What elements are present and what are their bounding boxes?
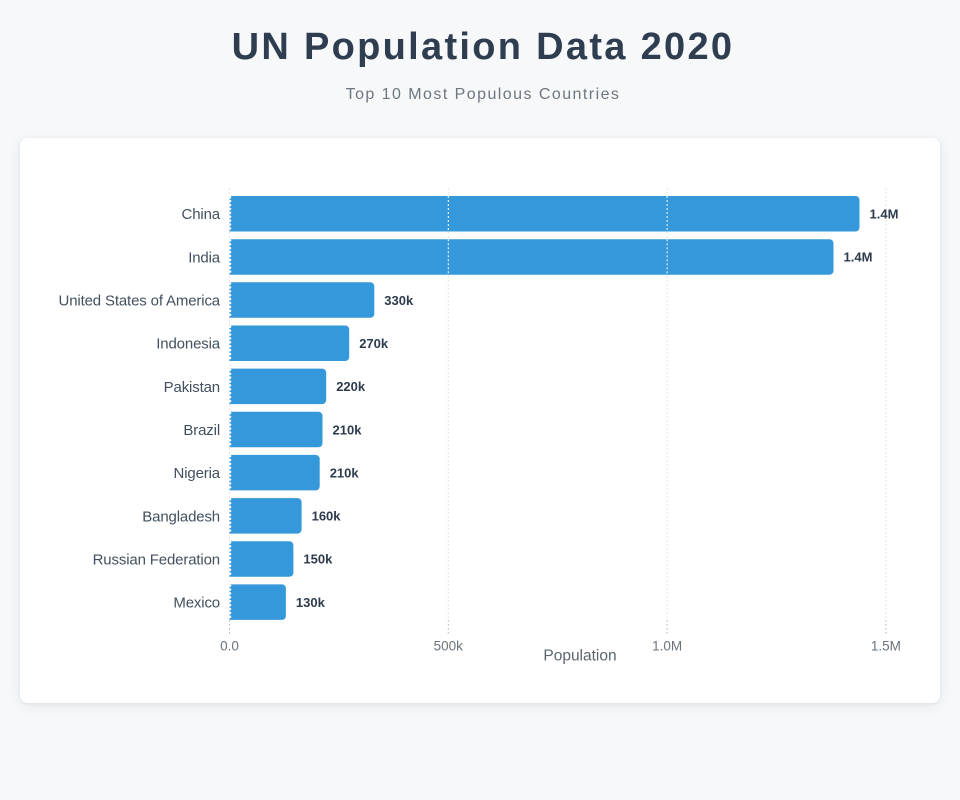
svg-text:Russian Federation: Russian Federation: [93, 551, 220, 568]
svg-text:Population: Population: [543, 648, 616, 665]
svg-text:Indonesia: Indonesia: [156, 336, 221, 353]
svg-text:1.4M: 1.4M: [870, 207, 899, 222]
svg-text:Nigeria: Nigeria: [174, 465, 221, 482]
svg-text:270k: 270k: [359, 336, 389, 351]
svg-text:1.5M: 1.5M: [871, 639, 901, 654]
svg-text:1.4M: 1.4M: [844, 250, 873, 265]
svg-text:210k: 210k: [330, 465, 360, 480]
svg-text:500k: 500k: [434, 639, 464, 654]
svg-text:220k: 220k: [336, 379, 366, 394]
svg-text:Bangladesh: Bangladesh: [142, 508, 220, 525]
svg-text:Brazil: Brazil: [183, 422, 220, 439]
svg-text:1.0M: 1.0M: [652, 639, 682, 654]
svg-text:130k: 130k: [296, 595, 326, 610]
svg-text:Pakistan: Pakistan: [164, 379, 220, 396]
svg-text:210k: 210k: [333, 422, 363, 437]
svg-text:India: India: [188, 249, 221, 266]
svg-text:150k: 150k: [303, 552, 333, 567]
svg-text:160k: 160k: [312, 509, 342, 524]
svg-text:China: China: [182, 206, 221, 223]
svg-text:Mexico: Mexico: [173, 595, 220, 612]
svg-text:330k: 330k: [384, 293, 414, 308]
svg-text:United States of America: United States of America: [59, 293, 221, 310]
svg-text:0.0: 0.0: [220, 639, 239, 654]
